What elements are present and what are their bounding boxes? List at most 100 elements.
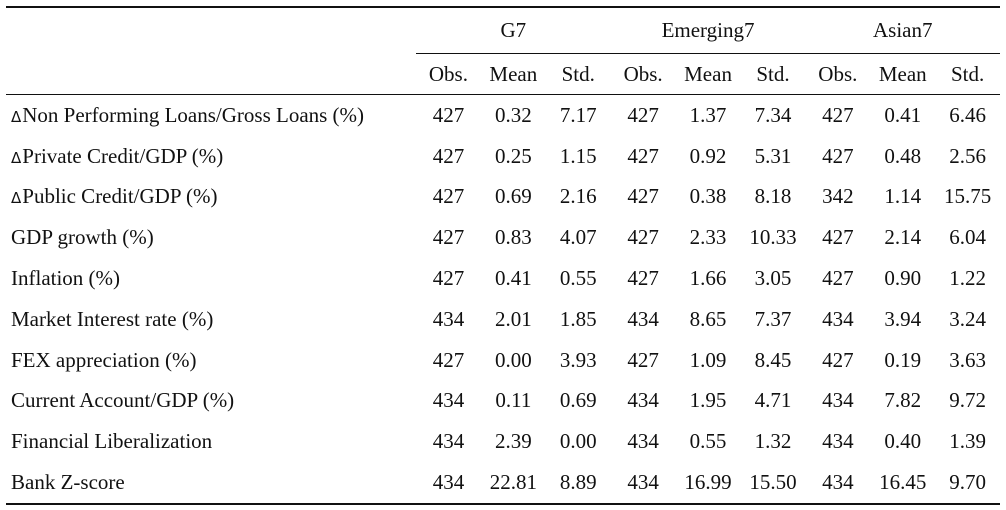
table-cell: 0.55 [559,266,597,291]
table-cell: 0.92 [689,143,727,168]
table-cell: 434 [627,388,659,413]
table-body: Δ Non Performing Loans/Gross Loans (%) 427… [6,95,1001,504]
table-cell: 1.32 [754,429,792,454]
row-label-text: Public Credit/GDP (%) [22,184,218,209]
table-cell: 3.93 [559,347,597,372]
table-cell: 16.99 [684,470,732,495]
table-cell: 10.33 [749,225,797,250]
column-header-obs: Obs. [818,61,858,86]
table-cell: 2.33 [689,225,727,250]
empty-corner-cell [6,7,416,54]
table-cell: 434 [822,429,854,454]
table-cell: 427 [627,266,659,291]
table-cell: 0.00 [559,429,597,454]
table-cell: 427 [432,266,465,291]
table-cell: 427 [822,266,854,291]
table-row: Bank Z-score 434 22.81 8.89 434 16.99 15.50 434… [6,462,1001,504]
table-cell: 427 [627,184,659,209]
row-label: ΔPrivate Credit/GDP (%) [6,136,416,177]
table-cell: 0.38 [689,184,727,209]
table-cell: 3.63 [949,347,987,372]
table-cell: 434 [822,388,854,413]
table-cell: 2.14 [884,225,922,250]
table-cell: 1.15 [559,143,597,168]
row-label: Current Account/GDP (%) [6,381,416,422]
table-cell: 427 [432,225,465,250]
row-label: Inflation (%) [6,258,416,299]
table-cell: 427 [432,102,465,127]
table-cell: 1.95 [689,388,727,413]
table-cell: 427 [432,143,465,168]
table-cell: 1.22 [949,266,987,291]
table-cell: 0.41 [494,266,532,291]
table-cell: 16.45 [879,470,927,495]
table-cell: 4.07 [559,225,597,250]
table-cell: 434 [822,470,854,495]
table-row: Financial Liberalization 434 2.39 0.00 434 0.… [6,421,1000,462]
table-cell: 15.50 [749,470,797,495]
table-cell: 1.66 [689,266,727,291]
table-cell: 6.46 [949,102,987,127]
table-cell: 434 [432,429,465,454]
table-cell: 0.69 [559,388,597,413]
row-label: Financial Liberalization [6,421,416,462]
row-label: Market Interest rate (%) [6,299,416,340]
row-label-text: Private Credit/GDP (%) [22,143,224,168]
table-cell: 0.48 [884,143,922,168]
table-cell: 3.24 [949,306,987,331]
table-cell: 0.25 [494,143,532,168]
table-cell: 342 [822,184,854,209]
table-cell: 434 [432,306,465,331]
table-row: Inflation (%) 427 0.41 0.55 427 1.66 3.05 427 0.… [6,258,1000,299]
table-cell: 434 [432,470,465,495]
table-cell: 427 [432,184,465,209]
group-header-row: G7 Emerging7 Asian7 [6,7,1001,54]
table-cell: 8.89 [559,470,597,495]
table-cell: 22.81 [489,470,537,495]
table-cell: 5.31 [754,143,792,168]
row-label: ΔPublic Credit/GDP (%) [6,177,416,218]
table-cell: 427 [822,102,854,127]
column-header-std: Std. [756,61,790,86]
table-cell: 434 [627,470,659,495]
table-cell: 6.04 [949,225,987,250]
table-cell: 2.39 [494,429,532,454]
table-cell: 427 [822,143,854,168]
row-label-text: Bank Z-score [11,470,125,495]
table-cell: 8.18 [754,184,792,209]
table-cell: 427 [822,225,854,250]
table-cell: 3.05 [754,266,792,291]
group-header-emerging7: Emerging7 [610,7,806,54]
column-header-obs: Obs. [623,61,663,86]
table-cell: 427 [432,347,465,372]
table-cell: 427 [627,225,659,250]
table-cell: 427 [627,102,659,127]
column-header-mean: Mean [684,61,732,86]
row-label: FEX appreciation (%) [6,340,416,381]
row-label: GDP growth (%) [6,217,416,258]
table-cell: 2.16 [559,184,597,209]
table-cell: 15.75 [944,184,992,209]
table-cell: 8.45 [754,347,792,372]
group-header-asian7: Asian7 [805,7,1001,54]
table-cell: 8.65 [689,306,727,331]
table-cell: 0.55 [689,429,727,454]
table-cell: 2.56 [949,143,987,168]
table-cell: 434 [627,306,659,331]
table-cell: 2.01 [494,306,532,331]
table-cell: 9.72 [949,388,987,413]
column-header-mean: Mean [878,61,927,86]
column-header-std: Std. [951,61,985,86]
table-cell: 0.19 [884,347,922,372]
table-cell: 7.17 [559,102,597,127]
row-label-text: Non Performing Loans/Gross Loans (%) [22,102,365,127]
table-header: G7 Emerging7 Asian7 Obs. Mean Std. Obs. … [6,7,1001,95]
table-cell: 427 [822,347,854,372]
table-cell: 7.82 [884,388,922,413]
table-row: FEX appreciation (%) 427 0.00 3.93 427 1.09 8.… [6,340,1000,381]
table-cell: 0.83 [494,225,532,250]
delta-icon: Δ [11,189,22,208]
column-header-std: Std. [561,61,595,86]
table-cell: 9.70 [949,470,987,495]
group-header-g7: G7 [416,7,611,54]
